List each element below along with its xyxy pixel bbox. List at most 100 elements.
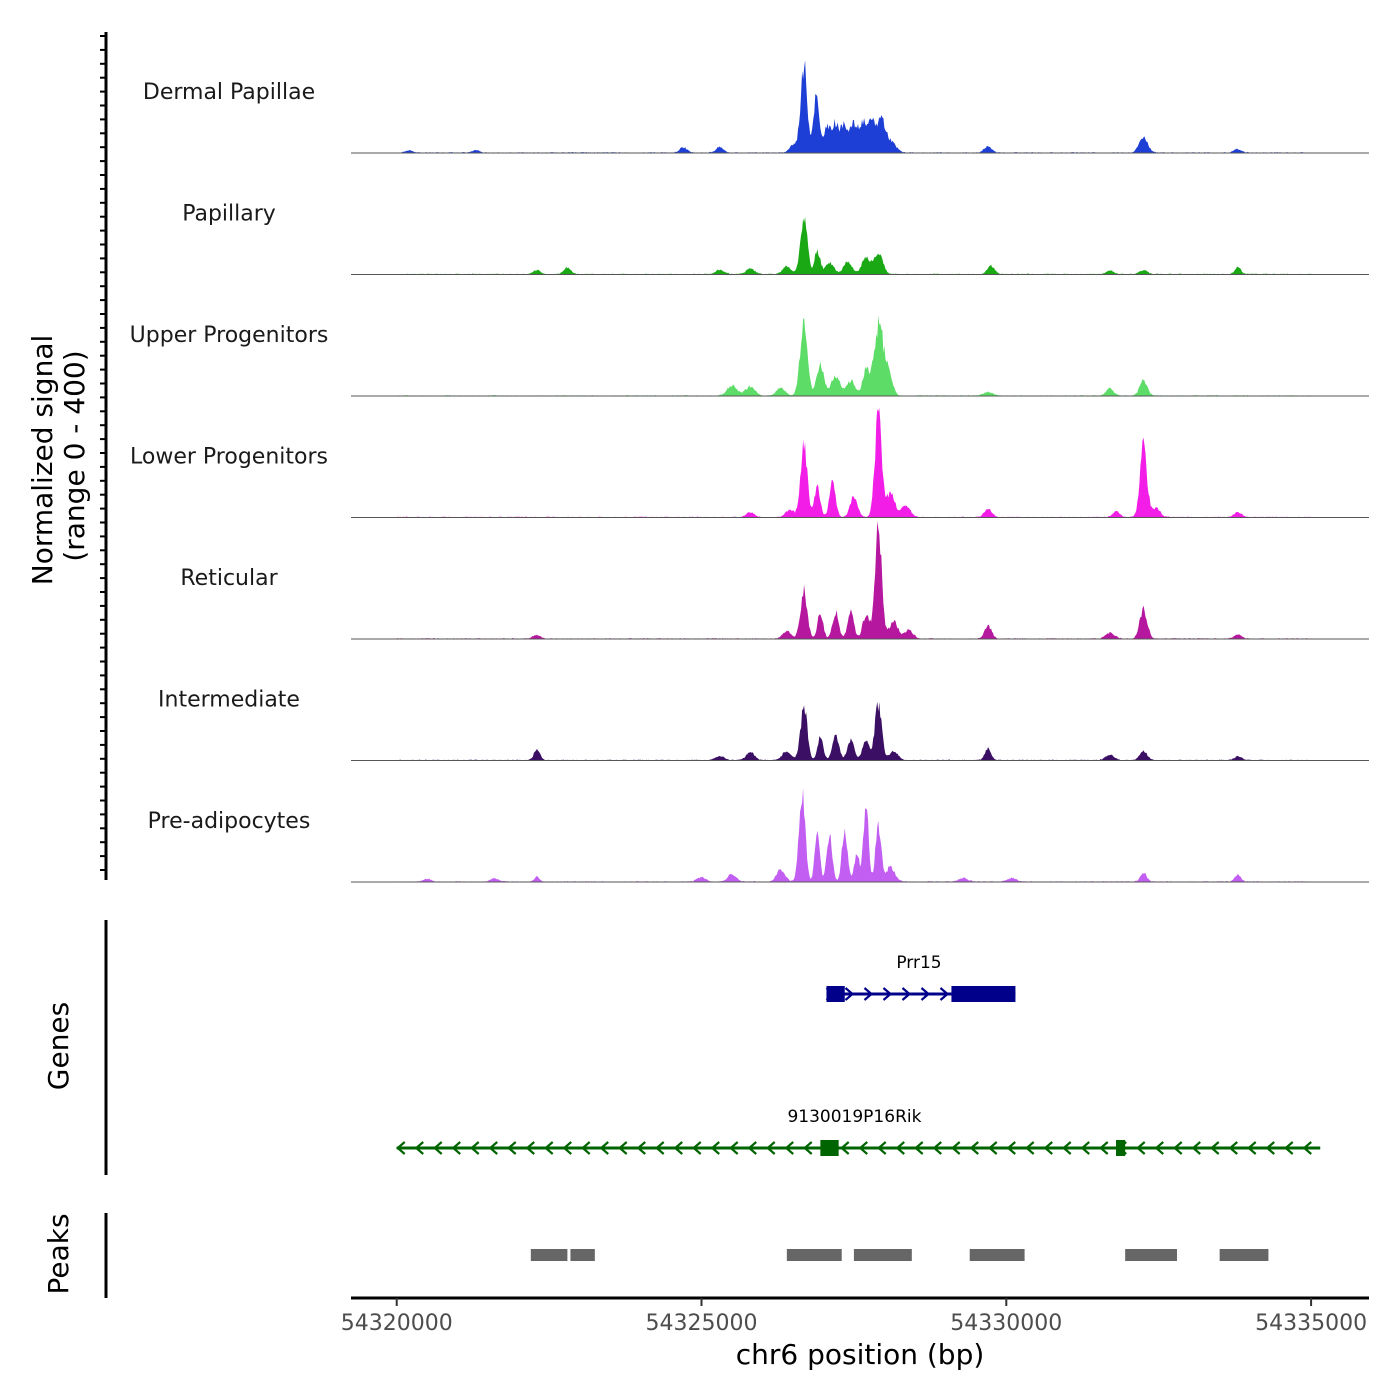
strand-arrow xyxy=(988,1141,998,1155)
strand-arrow xyxy=(673,1141,683,1155)
signal-track: Papillary xyxy=(182,202,1369,275)
signal-track: Lower Progenitors xyxy=(130,407,1369,518)
y-axis-title: Normalized signal xyxy=(26,335,59,586)
signal-track: Intermediate xyxy=(158,688,1369,761)
x-axis: 54320000 54325000 54330000 54335000 xyxy=(341,1296,1369,1336)
strand-arrow xyxy=(882,987,893,1001)
strand-arrow xyxy=(396,1141,406,1155)
strand-arrow xyxy=(747,1141,757,1155)
strand-arrow xyxy=(1265,1141,1275,1155)
signal-area xyxy=(396,407,1312,518)
strand-arrow xyxy=(951,1141,961,1155)
signal-area xyxy=(396,315,1312,396)
peak-region xyxy=(786,1249,842,1261)
genes-panel: Genes Prr15 9130019P16Rik xyxy=(42,920,1321,1175)
y-axis-subtitle: (range 0 - 400) xyxy=(58,350,91,561)
strand-arrow xyxy=(969,1141,979,1155)
strand-arrow xyxy=(1154,1141,1164,1155)
strand-arrow xyxy=(1247,1141,1257,1155)
strand-arrow xyxy=(1284,1141,1294,1155)
x-axis-title: chr6 position (bp) xyxy=(736,1338,985,1371)
peak-region xyxy=(1125,1249,1177,1261)
peaks-panel: Peaks xyxy=(42,1213,1269,1298)
strand-arrow xyxy=(1062,1141,1072,1155)
gene-label: 9130019P16Rik xyxy=(787,1107,921,1127)
signal-track: Upper Progenitors xyxy=(130,315,1369,397)
peak-region xyxy=(1219,1249,1269,1261)
strand-arrow xyxy=(844,987,855,1001)
track-label: Intermediate xyxy=(158,688,300,713)
strand-arrow xyxy=(784,1141,794,1155)
strand-arrow xyxy=(710,1141,720,1155)
track-label: Lower Progenitors xyxy=(130,445,328,470)
strand-arrow xyxy=(803,1141,813,1155)
strand-arrow xyxy=(599,1141,609,1155)
strand-arrow xyxy=(692,1141,702,1155)
strand-arrow xyxy=(525,1141,535,1155)
peak-region xyxy=(530,1249,568,1261)
strand-arrow xyxy=(1006,1141,1016,1155)
signal-area xyxy=(396,521,1312,639)
strand-arrow xyxy=(488,1141,498,1155)
strand-arrow xyxy=(932,1141,942,1155)
signal-track: Dermal Papillae xyxy=(143,60,1369,154)
strand-arrow xyxy=(895,1141,905,1155)
track-label: Reticular xyxy=(180,566,278,591)
strand-arrow xyxy=(655,1141,665,1155)
exon xyxy=(820,1140,839,1156)
strand-arrow xyxy=(1080,1141,1090,1155)
signal-track: Reticular xyxy=(180,521,1369,640)
track-label: Upper Progenitors xyxy=(130,323,329,348)
x-tick-label: 54320000 xyxy=(341,1311,453,1336)
strand-arrow xyxy=(920,987,931,1001)
signal-area xyxy=(396,60,1312,153)
strand-arrow xyxy=(1099,1141,1109,1155)
strand-arrow xyxy=(858,1141,868,1155)
exon xyxy=(951,986,1016,1002)
strand-arrow xyxy=(840,1141,850,1155)
strand-arrow xyxy=(433,1141,443,1155)
signal-tracks: Dermal Papillae Papillary Upper Progenitor… xyxy=(130,60,1369,883)
track-label: Pre-adipocytes xyxy=(148,809,311,834)
signal-y-axis xyxy=(100,32,108,880)
strand-arrow xyxy=(581,1141,591,1155)
strand-arrow xyxy=(618,1141,628,1155)
strand-arrow xyxy=(766,1141,776,1155)
strand-arrow xyxy=(1210,1141,1220,1155)
exon xyxy=(1116,1140,1126,1156)
strand-arrow xyxy=(1136,1141,1146,1155)
strand-arrow xyxy=(636,1141,646,1155)
strand-arrow xyxy=(470,1141,480,1155)
strand-arrow xyxy=(414,1141,424,1155)
strand-arrow xyxy=(729,1141,739,1155)
strand-arrow xyxy=(1025,1141,1035,1155)
peak-region xyxy=(570,1249,595,1261)
strand-arrow xyxy=(901,987,912,1001)
strand-arrow xyxy=(863,987,874,1001)
strand-arrow xyxy=(914,1141,924,1155)
strand-arrow xyxy=(939,987,950,1001)
strand-arrow xyxy=(544,1141,554,1155)
strand-arrow xyxy=(507,1141,517,1155)
track-label: Dermal Papillae xyxy=(143,80,315,105)
gene-model: Prr15 xyxy=(825,953,1016,1002)
strand-arrow xyxy=(1173,1141,1183,1155)
x-tick-label: 54325000 xyxy=(646,1311,758,1336)
strand-arrow xyxy=(1043,1141,1053,1155)
strand-arrow xyxy=(1228,1141,1238,1155)
strand-arrow xyxy=(562,1141,572,1155)
genes-panel-label: Genes xyxy=(42,1002,75,1090)
signal-area xyxy=(396,216,1312,275)
signal-area xyxy=(396,701,1312,761)
signal-track: Pre-adipocytes xyxy=(148,788,1369,883)
x-tick-label: 54335000 xyxy=(1255,1311,1367,1336)
signal-area xyxy=(396,788,1312,882)
peak-region xyxy=(853,1249,912,1261)
peaks-panel-label: Peaks xyxy=(42,1213,75,1294)
strand-arrow xyxy=(1302,1141,1312,1155)
track-label: Papillary xyxy=(182,202,276,227)
strand-arrow xyxy=(877,1141,887,1155)
strand-arrow xyxy=(1191,1141,1201,1155)
gene-label: Prr15 xyxy=(896,953,941,973)
